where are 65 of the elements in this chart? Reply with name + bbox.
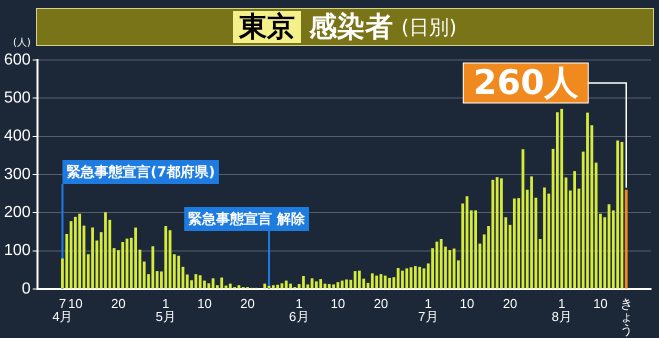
bar	[126, 238, 128, 288]
x-tick-label: 10	[197, 296, 212, 312]
x-tick-label: 10	[460, 296, 474, 312]
y-tick-label: 200	[4, 204, 31, 222]
ref-line-label: 緊急事態宣言 解除	[188, 210, 306, 228]
x-tick-label: 20	[502, 296, 518, 312]
y-tick-label: 400	[4, 128, 31, 145]
bar	[228, 284, 232, 288]
bar	[414, 266, 417, 288]
bar	[388, 278, 391, 288]
bar	[384, 276, 387, 288]
y-tick-label: 600	[4, 51, 31, 68]
bar	[284, 280, 288, 288]
bar	[573, 171, 576, 288]
bar	[512, 198, 516, 288]
x-tick-label: 20	[111, 296, 126, 312]
bar	[168, 230, 172, 288]
bar	[616, 140, 620, 288]
bar	[74, 216, 77, 288]
bar	[608, 204, 610, 288]
bar	[276, 284, 280, 288]
y-axis-title: (人)	[12, 38, 31, 49]
x-tick-label: 10	[593, 296, 608, 312]
bar	[556, 112, 559, 288]
x-tick-label: 1 8月	[552, 296, 572, 324]
ref-line-label: 緊急事態宣言(7都府県)	[66, 164, 215, 181]
y-tick-label: 0	[22, 280, 31, 298]
x-tick-label: 20	[374, 296, 388, 312]
bar	[375, 276, 378, 288]
bar	[586, 112, 589, 288]
x-tick-label: 20	[240, 296, 255, 312]
bar	[194, 274, 198, 288]
bar	[345, 279, 348, 288]
bar	[543, 187, 546, 288]
bar	[340, 280, 344, 288]
x-tick-label: 10	[330, 296, 346, 312]
bar	[104, 212, 107, 288]
x-tick-label: 1 7月	[418, 296, 438, 324]
bar	[134, 228, 138, 288]
bar	[336, 282, 340, 288]
bar	[474, 210, 478, 288]
bar	[302, 276, 305, 288]
y-tick-label: 500	[4, 90, 31, 107]
y-tick-label: 100	[4, 242, 31, 260]
bar	[466, 196, 468, 288]
x-tick-label: 10	[68, 296, 83, 312]
bar	[314, 281, 318, 288]
bar	[448, 250, 452, 288]
bar	[354, 271, 357, 288]
bar	[522, 149, 524, 288]
bar	[268, 286, 270, 288]
bar	[177, 256, 180, 288]
bar	[435, 242, 438, 288]
x-tick-label: 1 6月	[289, 296, 310, 324]
bar	[496, 177, 499, 288]
annotation: 260人	[473, 62, 580, 103]
bar	[396, 268, 400, 288]
chart-title: 東京 感染者(日別)	[238, 9, 457, 45]
y-tick-label: 300	[4, 166, 31, 183]
bar	[272, 285, 275, 288]
bar	[263, 284, 266, 288]
bar	[319, 279, 322, 288]
x-tick-label: きょう	[620, 296, 633, 338]
bar	[328, 284, 331, 288]
x-tick-label: 1 5月	[156, 296, 176, 324]
